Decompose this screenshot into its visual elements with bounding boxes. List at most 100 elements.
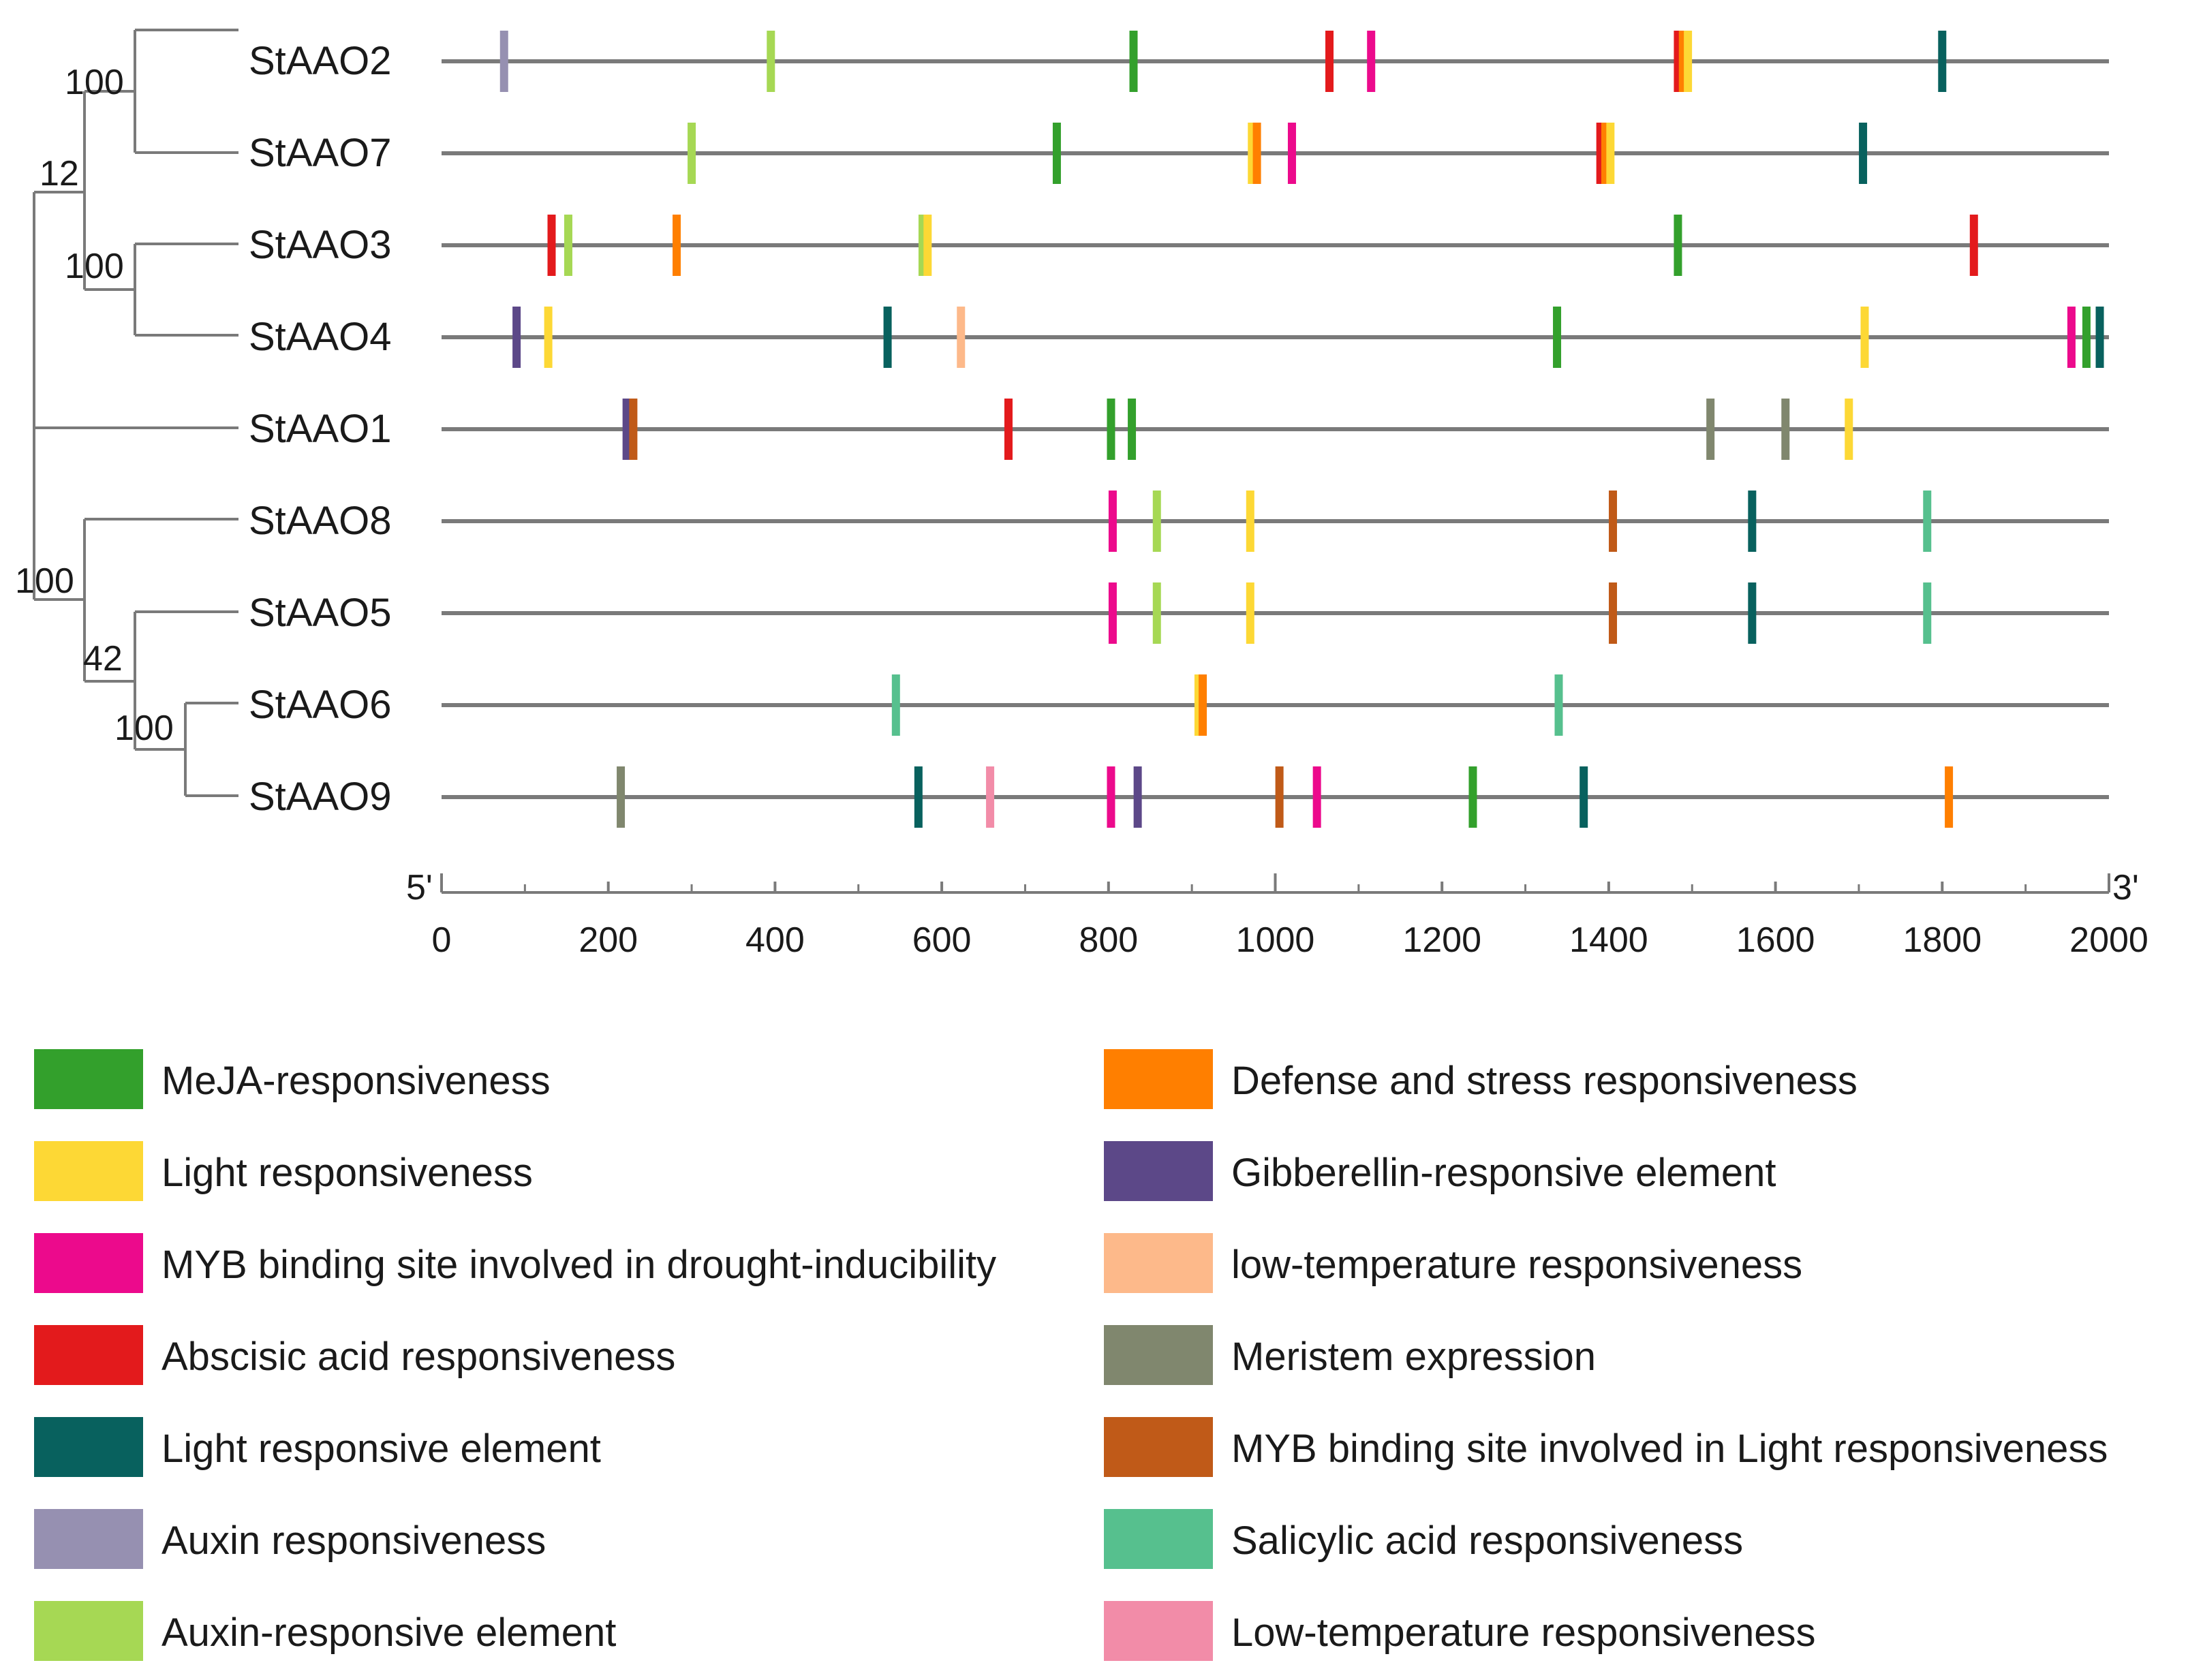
- legend-label: Auxin responsiveness: [161, 1519, 546, 1563]
- legend-entry: Auxin-responsive element: [34, 1601, 616, 1661]
- cis-element-mark: [1554, 674, 1563, 736]
- legend-label: Gibberellin-responsive element: [1231, 1151, 1776, 1195]
- legend-label: Low-temperature responsiveness: [1231, 1611, 1816, 1655]
- bootstrap-label: 100: [15, 561, 74, 601]
- gene-name-label: StAAO7: [249, 131, 392, 175]
- cis-element-mark: [2082, 307, 2091, 368]
- cis-element-mark: [1860, 307, 1869, 368]
- axis-start-label: 5': [406, 868, 433, 907]
- legend-swatch: [34, 1509, 143, 1569]
- cis-element-mark: [1152, 491, 1161, 552]
- legend-label: Light responsive element: [161, 1427, 601, 1471]
- legend-label: Auxin-responsive element: [161, 1611, 616, 1655]
- cis-element-mark: [1252, 123, 1261, 184]
- cis-element-mark: [767, 31, 775, 92]
- legend-swatch: [1104, 1325, 1213, 1385]
- legend-entry: low-temperature responsiveness: [1104, 1233, 1802, 1293]
- cis-element-mark: [1275, 766, 1284, 828]
- cis-element-mark: [2067, 307, 2076, 368]
- legend-label: Light responsiveness: [161, 1151, 533, 1195]
- cis-element-mark: [1246, 582, 1254, 644]
- phylogenetic-tree: [33, 29, 238, 797]
- cis-element-mark: [629, 399, 638, 460]
- legend-swatch: [34, 1233, 143, 1293]
- legend-entry: MeJA-responsiveness: [34, 1049, 551, 1109]
- legend-swatch: [1104, 1233, 1213, 1293]
- cis-element-mark: [1052, 123, 1061, 184]
- cis-element-mark: [883, 307, 892, 368]
- cis-element-mark: [923, 215, 932, 276]
- gene-name-label: StAAO9: [249, 775, 392, 819]
- legend-swatch: [1104, 1509, 1213, 1569]
- legend-label: MYB binding site involved in drought-ind…: [161, 1243, 996, 1287]
- cis-element-mark: [1108, 491, 1117, 552]
- axis-tick-label: 1400: [1569, 920, 1648, 960]
- cis-element-mark: [673, 215, 681, 276]
- legend-swatch: [34, 1417, 143, 1477]
- axis-tick-label: 2000: [2069, 920, 2148, 960]
- tree-branch: [33, 191, 238, 601]
- legend: MeJA-responsiveness Light responsiveness M…: [34, 1049, 2108, 1661]
- cis-element-mark: [1128, 399, 1137, 460]
- legend-label: Salicylic acid responsiveness: [1231, 1519, 1743, 1563]
- gene-row: StAAO8: [249, 491, 2109, 552]
- cis-element-mark: [622, 399, 631, 460]
- cis-element-mark: [564, 215, 572, 276]
- cis-element-mark: [1129, 31, 1138, 92]
- bootstrap-label: 100: [114, 709, 174, 748]
- tree-branch: [134, 243, 238, 337]
- cis-element-mark: [2095, 307, 2104, 368]
- legend-entry: Low-temperature responsiveness: [1104, 1601, 1816, 1661]
- bootstrap-label: 100: [65, 63, 124, 102]
- cis-element-mark: [1748, 491, 1757, 552]
- axis-end-label: 3': [2112, 868, 2139, 907]
- axis-tick-label: 1600: [1736, 920, 1815, 960]
- cis-element-mark: [1938, 31, 1947, 92]
- bootstrap-label: 12: [40, 154, 79, 193]
- bootstrap-label: 100: [65, 247, 124, 286]
- cis-element-mark: [1606, 123, 1615, 184]
- cis-element-mark: [957, 307, 966, 368]
- cis-element-mark: [986, 766, 995, 828]
- legend-entry: Defense and stress responsiveness: [1104, 1049, 1858, 1109]
- axis-ticks: 0 200 400 600 800 1000 1200 1400 1600 1800 2000: [432, 873, 2148, 960]
- cis-element-mark: [1553, 307, 1562, 368]
- gene-row: StAAO5: [249, 582, 2109, 644]
- cis-element-mark: [1580, 766, 1588, 828]
- axis-tick-label: 1800: [1902, 920, 1982, 960]
- cis-element-mark: [688, 123, 696, 184]
- legend-swatch: [1104, 1141, 1213, 1201]
- gene-name-label: StAAO3: [249, 223, 392, 267]
- cis-element-mark: [1287, 123, 1296, 184]
- legend-entry: Light responsive element: [34, 1417, 601, 1477]
- cis-element-mark: [1969, 215, 1978, 276]
- axis-tick-label: 800: [1079, 920, 1138, 960]
- gene-row: StAAO3: [249, 215, 2109, 276]
- legend-entry: Salicylic acid responsiveness: [1104, 1509, 1743, 1569]
- cis-element-mark: [1609, 491, 1618, 552]
- gene-name-label: StAAO4: [249, 315, 392, 359]
- axis-tick-label: 600: [912, 920, 972, 960]
- axis-tick-label: 1200: [1402, 920, 1481, 960]
- tree-branch: [134, 29, 238, 154]
- legend-swatch: [1104, 1417, 1213, 1477]
- cis-element-mark: [1674, 215, 1682, 276]
- gene-name-label: StAAO2: [249, 39, 392, 83]
- cis-element-mark: [1152, 582, 1161, 644]
- gene-name-label: StAAO5: [249, 591, 392, 635]
- cis-element-mark: [1609, 582, 1618, 644]
- axis-tick-label: 0: [432, 920, 452, 960]
- cis-element-mark: [1468, 766, 1477, 828]
- gene-row: StAAO7: [249, 123, 2109, 184]
- gene-name-label: StAAO8: [249, 499, 392, 543]
- cis-element-mark: [1367, 31, 1376, 92]
- cis-element-mark: [547, 215, 556, 276]
- cis-element-mark: [1923, 491, 1932, 552]
- cis-element-mark: [1706, 399, 1715, 460]
- cis-element-mark: [914, 766, 923, 828]
- cis-element-mark: [1133, 766, 1142, 828]
- legend-entry: Abscisic acid responsiveness: [34, 1325, 675, 1385]
- cis-element-mark: [1004, 399, 1013, 460]
- legend-label: Abscisic acid responsiveness: [161, 1335, 675, 1379]
- bootstrap-labels: 100 12 100 100 42 100: [15, 63, 174, 748]
